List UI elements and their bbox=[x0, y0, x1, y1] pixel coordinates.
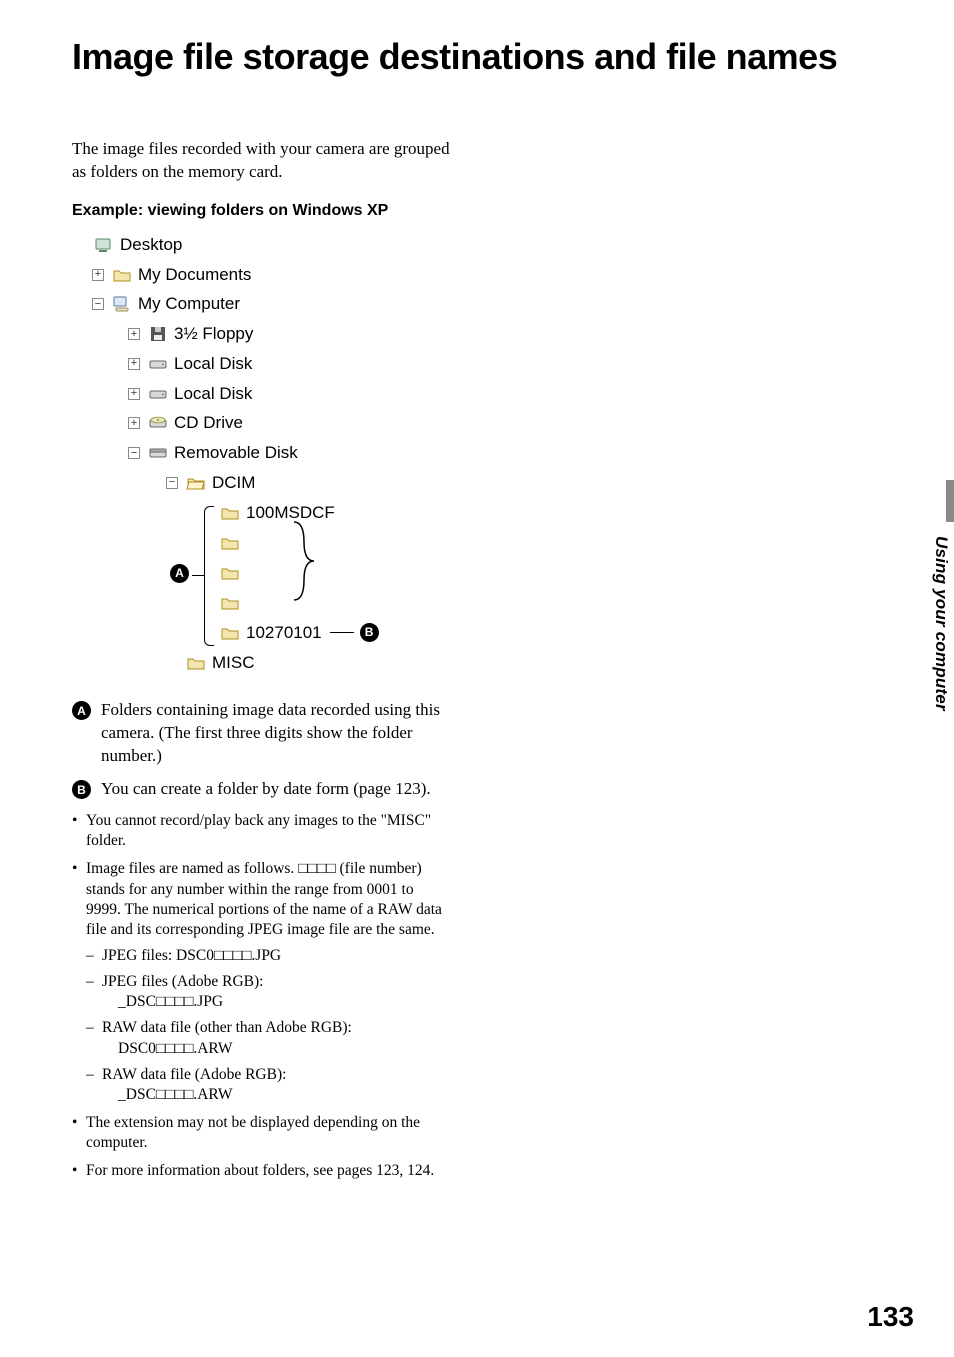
sublist-text: JPEG files (Adobe RGB): bbox=[102, 973, 263, 990]
tree-node-cd: + CD Drive bbox=[74, 408, 452, 438]
section-tab-label: Using your computer bbox=[931, 536, 951, 711]
callout-badge-a: A bbox=[72, 701, 91, 720]
sublist-text: RAW data file (Adobe RGB): bbox=[102, 1066, 286, 1083]
list-item: The extension may not be displayed depen… bbox=[72, 1113, 452, 1153]
folder-callout-area: A 100MSDCF bbox=[74, 498, 452, 648]
page: Image file storage destinations and file… bbox=[0, 0, 954, 1357]
disk-icon bbox=[148, 355, 168, 373]
tree-node-local1: + Local Disk bbox=[74, 349, 452, 379]
folder-icon bbox=[186, 654, 206, 672]
tree-label: Removable Disk bbox=[174, 438, 298, 468]
page-number: 133 bbox=[867, 1301, 914, 1333]
tree-label: Local Disk bbox=[174, 349, 252, 379]
expand-icon: + bbox=[128, 358, 140, 370]
list-item: For more information about folders, see … bbox=[72, 1161, 452, 1181]
tree-label: Desktop bbox=[120, 230, 182, 260]
callout-text: You can create a folder by date form (pa… bbox=[101, 778, 431, 801]
folder-icon bbox=[112, 266, 132, 284]
tree-node-mydocs: + My Documents bbox=[74, 260, 452, 290]
callout-line-a bbox=[192, 575, 204, 576]
expand-icon: + bbox=[128, 328, 140, 340]
section-tab: Using your computer bbox=[920, 480, 954, 740]
tree-node-floppy: + 3½ Floppy bbox=[74, 319, 452, 349]
tree-node-desktop: Desktop bbox=[74, 230, 452, 260]
collapse-icon: − bbox=[128, 447, 140, 459]
folder-icon bbox=[220, 564, 240, 582]
tree-label: 10270101 bbox=[246, 618, 322, 648]
list-item-text: Image files are named as follows. □□□□ (… bbox=[86, 860, 442, 937]
tree-node-mycomputer: − My Computer bbox=[74, 289, 452, 319]
tree-label: MISC bbox=[212, 648, 255, 678]
tree-node-folder bbox=[220, 558, 452, 588]
cd-icon bbox=[148, 414, 168, 432]
computer-icon bbox=[112, 295, 132, 313]
tree-label: My Computer bbox=[138, 289, 240, 319]
tree-label: CD Drive bbox=[174, 408, 243, 438]
sublist-text: _DSC□□□□.ARW bbox=[102, 1085, 452, 1105]
folder-icon bbox=[220, 624, 240, 642]
folder-open-icon bbox=[186, 474, 206, 492]
sublist-item: RAW data file (other than Adobe RGB): DS… bbox=[86, 1018, 452, 1058]
tree-label: My Documents bbox=[138, 260, 251, 290]
main-column: The image files recorded with your camer… bbox=[72, 138, 452, 1181]
tree-node-folder bbox=[220, 528, 452, 558]
sublist-item: JPEG files (Adobe RGB): _DSC□□□□.JPG bbox=[86, 972, 452, 1012]
desktop-icon bbox=[94, 236, 114, 254]
sublist-text: _DSC□□□□.JPG bbox=[102, 992, 452, 1012]
callout-line-b bbox=[330, 632, 354, 633]
disk-icon bbox=[148, 385, 168, 403]
notes-list: You cannot record/play back any images t… bbox=[72, 811, 452, 1181]
list-item: You cannot record/play back any images t… bbox=[72, 811, 452, 851]
callout-list: A Folders containing image data recorded… bbox=[72, 699, 452, 801]
tree-node-misc: MISC bbox=[74, 648, 452, 678]
expand-icon: + bbox=[128, 417, 140, 429]
tree-label: DCIM bbox=[212, 468, 255, 498]
bracket-a bbox=[204, 506, 214, 646]
sublist-item: JPEG files: DSC0□□□□.JPG bbox=[86, 946, 452, 966]
file-name-sublist: JPEG files: DSC0□□□□.JPG JPEG files (Ado… bbox=[86, 946, 452, 1105]
tree-node-local2: + Local Disk bbox=[74, 379, 452, 409]
tree-label: Local Disk bbox=[174, 379, 252, 409]
tree-node-10270101: 10270101 B bbox=[220, 618, 452, 648]
folder-tree: Desktop + My Documents − My Computer + bbox=[74, 230, 452, 678]
removable-disk-icon bbox=[148, 444, 168, 462]
callout-a: A Folders containing image data recorded… bbox=[72, 699, 452, 768]
tree-node-removable: − Removable Disk bbox=[74, 438, 452, 468]
tree-node-dcim: − DCIM bbox=[74, 468, 452, 498]
sublist-text: RAW data file (other than Adobe RGB): bbox=[102, 1019, 352, 1036]
folder-icon bbox=[220, 534, 240, 552]
folder-icon bbox=[220, 504, 240, 522]
callout-label-a: A bbox=[170, 564, 189, 583]
tree-node-100msdcf: 100MSDCF bbox=[220, 498, 452, 528]
intro-text: The image files recorded with your camer… bbox=[72, 138, 452, 184]
expand-icon: + bbox=[128, 388, 140, 400]
tree-label: 3½ Floppy bbox=[174, 319, 253, 349]
floppy-icon bbox=[148, 325, 168, 343]
section-tab-bar bbox=[946, 480, 954, 522]
collapse-icon: − bbox=[166, 477, 178, 489]
page-title: Image file storage destinations and file… bbox=[72, 36, 894, 78]
collapse-icon: − bbox=[92, 298, 104, 310]
sublist-item: RAW data file (Adobe RGB): _DSC□□□□.ARW bbox=[86, 1065, 452, 1105]
folder-icon bbox=[220, 594, 240, 612]
list-item: Image files are named as follows. □□□□ (… bbox=[72, 859, 452, 1105]
callout-badge-b: B bbox=[72, 780, 91, 799]
callout-text: Folders containing image data recorded u… bbox=[101, 699, 452, 768]
brace-icon bbox=[288, 520, 320, 602]
expand-icon: + bbox=[92, 269, 104, 281]
callout-b: B You can create a folder by date form (… bbox=[72, 778, 452, 801]
tree-node-folder bbox=[220, 588, 452, 618]
sublist-text: DSC0□□□□.ARW bbox=[102, 1039, 452, 1059]
example-heading: Example: viewing folders on Windows XP bbox=[72, 202, 452, 220]
callout-label-b: B bbox=[360, 623, 379, 642]
